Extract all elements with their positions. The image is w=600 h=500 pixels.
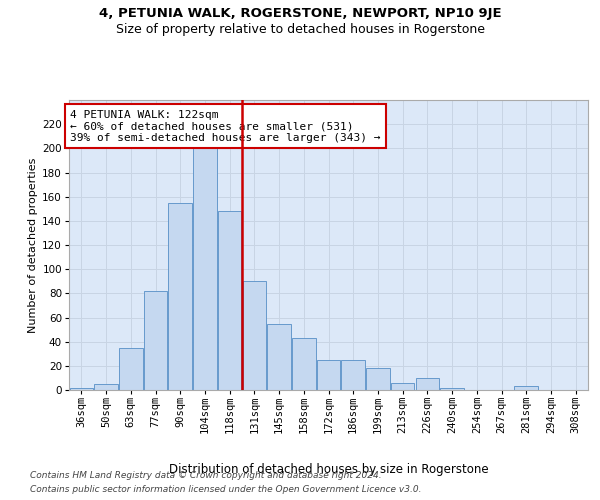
Bar	[341, 360, 365, 390]
Bar	[268, 324, 291, 390]
Bar	[416, 378, 439, 390]
Bar	[169, 202, 192, 390]
Y-axis label: Number of detached properties: Number of detached properties	[28, 158, 38, 332]
Bar	[514, 386, 538, 390]
Bar	[317, 360, 340, 390]
Bar	[391, 383, 415, 390]
Text: Size of property relative to detached houses in Rogerstone: Size of property relative to detached ho…	[115, 22, 485, 36]
Text: Contains HM Land Registry data © Crown copyright and database right 2024.: Contains HM Land Registry data © Crown c…	[30, 471, 382, 480]
Text: Distribution of detached houses by size in Rogerstone: Distribution of detached houses by size …	[169, 462, 488, 475]
Bar	[94, 384, 118, 390]
Bar	[119, 348, 143, 390]
Text: 4 PETUNIA WALK: 122sqm
← 60% of detached houses are smaller (531)
39% of semi-de: 4 PETUNIA WALK: 122sqm ← 60% of detached…	[70, 110, 381, 143]
Text: 4, PETUNIA WALK, ROGERSTONE, NEWPORT, NP10 9JE: 4, PETUNIA WALK, ROGERSTONE, NEWPORT, NP…	[98, 8, 502, 20]
Bar	[144, 291, 167, 390]
Text: Contains public sector information licensed under the Open Government Licence v3: Contains public sector information licen…	[30, 485, 421, 494]
Bar	[218, 211, 241, 390]
Bar	[193, 148, 217, 390]
Bar	[70, 388, 93, 390]
Bar	[366, 368, 389, 390]
Bar	[242, 281, 266, 390]
Bar	[292, 338, 316, 390]
Bar	[440, 388, 464, 390]
